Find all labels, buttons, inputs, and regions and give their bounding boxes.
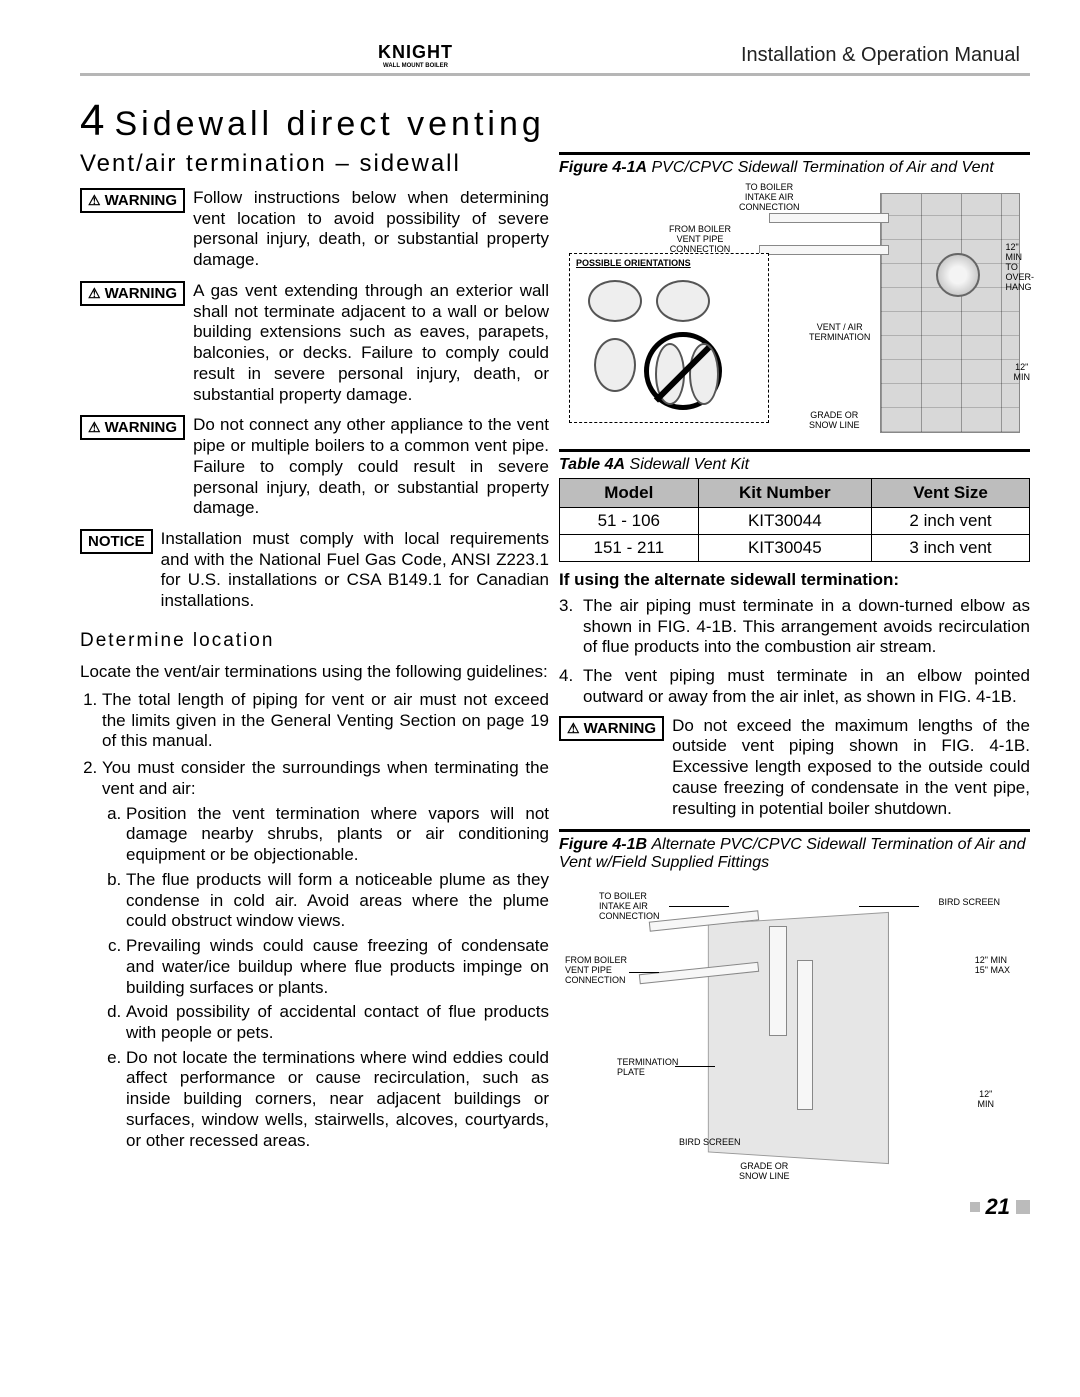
warning-text: Do not exceed the maximum lengths of the… <box>672 716 1030 820</box>
warning-text: Follow instructions below when determini… <box>193 188 549 271</box>
manual-title: Installation & Operation Manual <box>741 44 1020 67</box>
page-decor-icon <box>970 1202 980 1212</box>
section-title: Sidewall direct venting <box>114 105 544 143</box>
diagram-label: 12" MIN <box>978 1090 995 1110</box>
page-number: 21 <box>80 1194 1030 1220</box>
orientations-title: POSSIBLE ORIENTATIONS <box>576 258 691 268</box>
diagram-label: BIRD SCREEN <box>938 898 1000 908</box>
determine-heading: Determine location <box>80 630 549 652</box>
diagram-label: TO BOILER INTAKE AIR CONNECTION <box>599 892 660 922</box>
diagram-label: FROM BOILER VENT PIPE CONNECTION <box>565 956 627 986</box>
notice-label: NOTICE <box>80 529 153 554</box>
diagram-label: TO BOILER INTAKE AIR CONNECTION <box>739 183 800 213</box>
warning-icon: ⚠ <box>88 192 101 209</box>
diagram-label: GRADE OR SNOW LINE <box>739 1162 790 1182</box>
table-header: Vent Size <box>872 479 1030 508</box>
warning-icon: ⚠ <box>88 419 101 436</box>
section-heading: 4 Sidewall direct venting <box>80 96 1030 146</box>
warning-label: ⚠WARNING <box>80 188 185 213</box>
header-bar: KNIGHT WALL MOUNT BOILER Installation & … <box>80 40 1030 76</box>
diagram-label: 12" MIN TO OVER- HANG <box>1005 243 1034 292</box>
logo-subtext: WALL MOUNT BOILER <box>378 63 453 69</box>
figure-1a-caption: Figure 4-1A PVC/CPVC Sidewall Terminatio… <box>559 159 1030 177</box>
orientation-icon <box>594 338 636 392</box>
guideline-list: The total length of piping for vent or a… <box>102 690 549 1151</box>
page-decor-icon <box>1016 1200 1030 1214</box>
table-row: 51 - 106 KIT30044 2 inch vent <box>560 508 1030 535</box>
list-item: The total length of piping for vent or a… <box>102 690 549 752</box>
warning-text: A gas vent extending through an exterior… <box>193 281 549 405</box>
diagram-label: GRADE OR SNOW LINE <box>809 411 860 431</box>
figure-1a-diagram: TO BOILER INTAKE AIR CONNECTION FROM BOI… <box>559 183 1030 443</box>
table-row: 151 - 211 KIT30045 3 inch vent <box>560 535 1030 562</box>
pipe-graphic <box>797 960 813 1110</box>
diagram-label: BIRD SCREEN <box>679 1138 741 1148</box>
notice-text: Installation must comply with local requ… <box>161 529 549 612</box>
figure-rule <box>559 829 1030 832</box>
determine-lead: Locate the vent/air terminations using t… <box>80 662 549 682</box>
prohibit-icon <box>644 332 722 410</box>
warning-label: ⚠WARNING <box>80 415 185 440</box>
figure-1b-diagram: TO BOILER INTAKE AIR CONNECTION FROM BOI… <box>559 878 1030 1178</box>
diagram-label: 12" MIN <box>1014 363 1031 383</box>
diagram-label: 12" MIN 15" MAX <box>975 956 1010 976</box>
section-number: 4 <box>80 96 104 145</box>
pipe-graphic <box>769 926 787 1036</box>
list-item: Do not locate the terminations where win… <box>126 1048 549 1152</box>
warning-icon: ⚠ <box>88 285 101 302</box>
orientation-icon <box>656 280 710 322</box>
subsection-heading: Vent/air termination – sidewall <box>80 150 549 178</box>
alt-heading: If using the alternate sidewall terminat… <box>559 570 1030 590</box>
pipe-graphic <box>769 213 889 223</box>
diagram-label: FROM BOILER VENT PIPE CONNECTION <box>669 225 731 255</box>
pipe-graphic <box>759 245 889 255</box>
warning-block: ⚠WARNING Do not exceed the maximum lengt… <box>559 716 1030 820</box>
table-header: Kit Number <box>698 479 871 508</box>
diagram-label: TERMINATION PLATE <box>617 1058 678 1078</box>
list-item: 4.The vent piping must terminate in an e… <box>559 666 1030 707</box>
warning-label: ⚠WARNING <box>559 716 664 741</box>
alt-list: 3.The air piping must terminate in a dow… <box>559 596 1030 708</box>
orientations-box: POSSIBLE ORIENTATIONS <box>569 253 769 423</box>
table-4a-caption: Table 4A Sidewall Vent Kit <box>559 456 1030 474</box>
warning-block: ⚠WARNING Do not connect any other applia… <box>80 415 549 519</box>
list-item: The flue products will form a noticeable… <box>126 870 549 932</box>
wall-graphic <box>880 193 1020 433</box>
warning-icon: ⚠ <box>567 720 580 737</box>
list-item: You must consider the surroundings when … <box>102 758 549 1151</box>
warning-block: ⚠WARNING A gas vent extending through an… <box>80 281 549 405</box>
vent-cap-graphic <box>936 253 980 297</box>
list-item: Avoid possibility of accidental contact … <box>126 1002 549 1043</box>
diagram-label: VENT / AIR TERMINATION <box>809 323 870 343</box>
notice-block: NOTICE Installation must comply with loc… <box>80 529 549 612</box>
figure-rule <box>559 152 1030 155</box>
list-item: 3.The air piping must terminate in a dow… <box>559 596 1030 658</box>
warning-block: ⚠WARNING Follow instructions below when … <box>80 188 549 271</box>
guideline-sublist: Position the vent termination where vapo… <box>126 804 549 1152</box>
figure-1b-caption: Figure 4-1B Alternate PVC/CPVC Sidewall … <box>559 836 1030 872</box>
list-item: Position the vent termination where vapo… <box>126 804 549 866</box>
table-header: Model <box>560 479 699 508</box>
table-rule <box>559 449 1030 452</box>
logo: KNIGHT WALL MOUNT BOILER <box>378 42 453 69</box>
logo-text: KNIGHT <box>378 42 453 62</box>
warning-label: ⚠WARNING <box>80 281 185 306</box>
list-item: Prevailing winds could cause freezing of… <box>126 936 549 998</box>
kit-table: Model Kit Number Vent Size 51 - 106 KIT3… <box>559 478 1030 562</box>
orientation-icon <box>588 280 642 322</box>
warning-text: Do not connect any other appliance to th… <box>193 415 549 519</box>
